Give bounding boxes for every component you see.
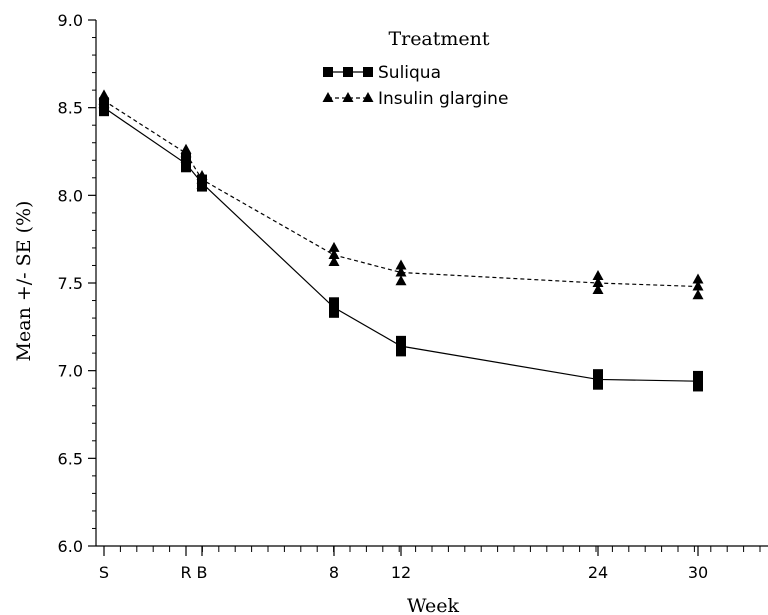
y-tick-label: 8.0 xyxy=(58,186,83,205)
series-2 xyxy=(98,89,704,300)
marker-se-low xyxy=(181,162,191,173)
legend-items: Suliqua Insulin glargine xyxy=(322,63,508,109)
marker-se-low xyxy=(592,284,604,295)
legend-marker xyxy=(362,92,374,102)
x-tick-label: 12 xyxy=(391,563,411,582)
marker-mean xyxy=(692,280,704,291)
marker-se-high xyxy=(98,89,110,100)
x-tick-label: S xyxy=(99,563,109,582)
series-line xyxy=(103,100,699,288)
y-tick-label: 6.5 xyxy=(58,449,83,468)
legend-label: Suliqua xyxy=(378,63,441,83)
marker-se-low xyxy=(329,307,339,318)
legend-title: Treatment xyxy=(388,28,489,50)
legend-item-1: Suliqua xyxy=(323,63,441,83)
marker-se-low xyxy=(328,255,340,266)
marker-mean xyxy=(592,277,604,287)
marker-se-low xyxy=(180,152,192,163)
y-tick-label: 8.5 xyxy=(58,99,83,118)
marker-se-high xyxy=(592,269,604,280)
marker-mean xyxy=(395,266,407,277)
marker-se-high xyxy=(692,273,704,284)
marker-mean xyxy=(693,376,703,387)
legend-marker xyxy=(323,67,333,77)
marker-se-low xyxy=(196,178,208,189)
marker-se-low xyxy=(395,275,407,286)
x-tick-label: 8 xyxy=(329,563,339,582)
x-tick-label: R xyxy=(180,563,191,582)
marker-mean xyxy=(180,147,192,158)
ticks: 6.0 6.5 7.0 7.5 8.0 8.5 9.0 S R B 8 12 24 30 xyxy=(58,11,761,582)
y-axis-label: Mean +/- SE (%) xyxy=(13,201,35,362)
marker-mean xyxy=(593,374,603,385)
x-tick-label: 24 xyxy=(588,563,608,582)
marker-mean xyxy=(328,248,340,259)
legend-marker xyxy=(363,67,373,77)
legend-item-2: Insulin glargine xyxy=(322,89,508,109)
marker-se-high xyxy=(593,369,603,380)
marker-se-high xyxy=(693,370,703,381)
legend-marker xyxy=(322,92,334,102)
marker-se-low xyxy=(693,381,703,392)
marker-se-high xyxy=(328,241,340,252)
y-tick-label: 7.5 xyxy=(58,274,83,293)
marker-se-low xyxy=(692,289,704,300)
marker-se-low xyxy=(396,346,406,357)
x-axis-label: Week xyxy=(407,595,459,615)
marker-mean xyxy=(396,341,406,352)
marker-se-high xyxy=(329,297,339,308)
series-1 xyxy=(99,97,703,392)
legend-marker xyxy=(342,92,354,102)
marker-mean xyxy=(196,173,208,184)
marker-se-low xyxy=(593,379,603,390)
legend-label: Insulin glargine xyxy=(378,89,508,109)
y-tick-label: 7.0 xyxy=(58,362,83,381)
marker-se-low xyxy=(98,98,110,109)
legend: Treatment Suliqua Insulin glargine xyxy=(322,28,508,109)
marker-se-low xyxy=(99,106,109,117)
marker-se-high xyxy=(396,335,406,346)
legend-marker xyxy=(343,67,353,77)
x-tick-label: 30 xyxy=(688,563,708,582)
marks xyxy=(98,89,704,392)
marker-se-high xyxy=(395,259,407,270)
marker-mean xyxy=(329,302,339,313)
y-tick-label: 6.0 xyxy=(58,537,83,556)
y-tick-label: 9.0 xyxy=(58,11,83,30)
x-tick-label: B xyxy=(197,563,208,582)
